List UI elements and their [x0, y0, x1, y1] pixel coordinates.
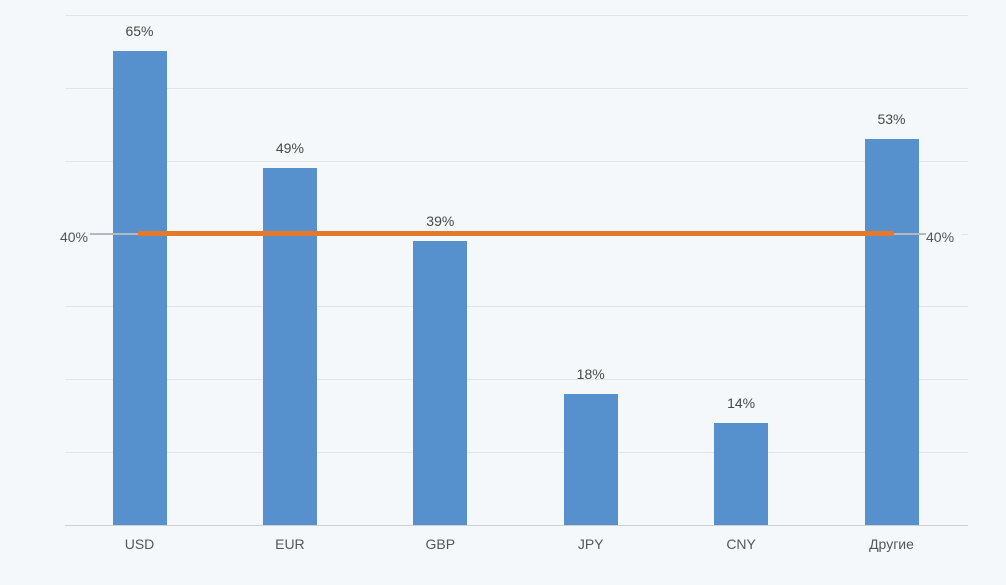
gridline-30pct — [65, 306, 968, 308]
bar-5 — [864, 138, 919, 525]
bar-2 — [413, 240, 468, 525]
gridline-20pct — [65, 379, 968, 381]
reference-line-40pct — [137, 231, 894, 237]
value-label-2: 39% — [426, 212, 455, 229]
value-label-5: 53% — [877, 110, 906, 127]
reference-label-left: 40% — [40, 227, 88, 246]
bar-1 — [262, 168, 317, 525]
category-label-1: EUR — [275, 536, 305, 552]
gridline-50pct — [65, 160, 968, 162]
value-label-4: 14% — [727, 395, 756, 411]
value-label-1: 49% — [275, 140, 304, 156]
reference-leader-left — [90, 232, 138, 235]
bar-4 — [714, 423, 769, 525]
category-label-4: CNY — [726, 536, 756, 552]
category-label-3: JPY — [577, 536, 604, 552]
gridline-60pct — [65, 87, 968, 89]
bar-3 — [563, 393, 618, 525]
reference-label-right: 40% — [926, 227, 961, 246]
reference-leader-right — [893, 232, 926, 235]
category-label-0: USD — [124, 536, 155, 552]
value-label-0: 65% — [125, 23, 154, 40]
category-label-5: Другие — [869, 536, 914, 552]
gridline-70pct — [65, 15, 968, 16]
gridline-10pct — [65, 452, 968, 454]
x-axis-line — [65, 525, 968, 526]
category-label-2: GBP — [425, 536, 456, 552]
bar-0 — [112, 51, 167, 525]
value-label-3: 18% — [576, 365, 605, 382]
